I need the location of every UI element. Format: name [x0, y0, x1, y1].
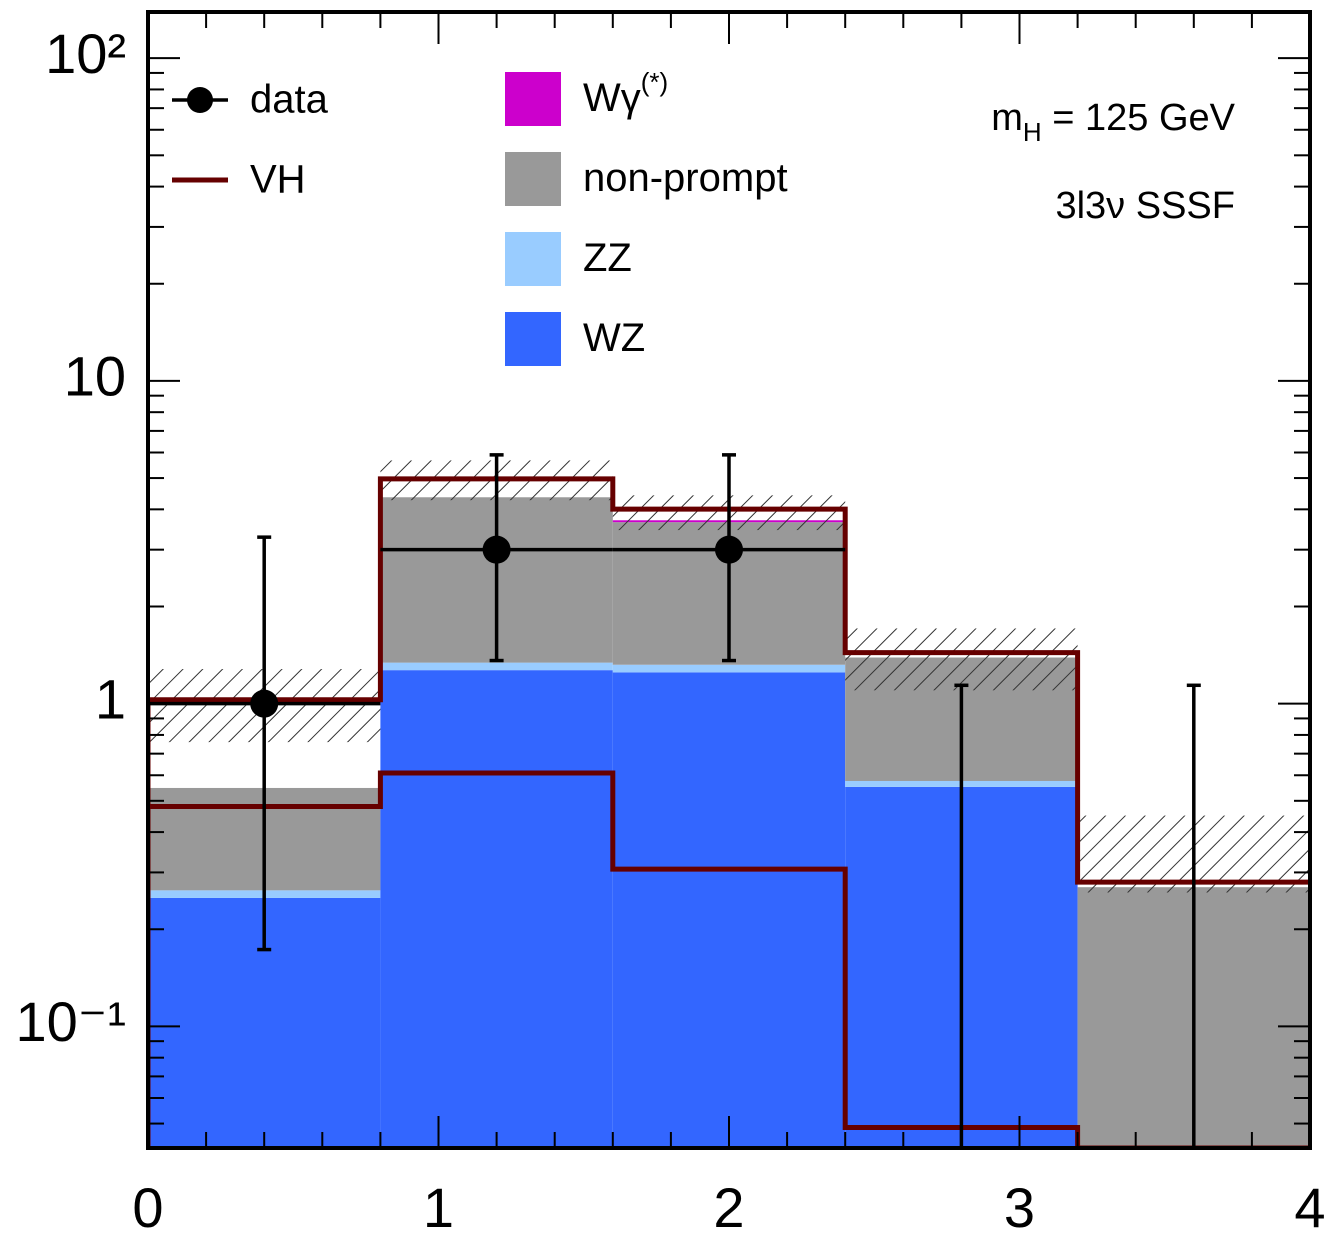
annotation-part: = 125 GeV — [1042, 97, 1236, 139]
y-tick-label: 1 — [95, 667, 126, 730]
y-tick-label: 10² — [45, 22, 126, 85]
legend-data-marker — [187, 87, 213, 113]
y-tick-label: 10 — [64, 345, 126, 408]
x-tick-label: 1 — [423, 1176, 454, 1239]
plot — [148, 453, 1310, 1148]
legend-label-sup: (*) — [641, 67, 668, 97]
annotation-part: 3l3ν SSSF — [1055, 185, 1235, 227]
annotation-part: m — [991, 97, 1023, 139]
legend-label-text: ZZ — [583, 236, 632, 280]
hist-segment — [612, 664, 846, 673]
uncertainty-band — [845, 628, 1078, 691]
legend-swatch — [505, 312, 561, 366]
data-point — [715, 535, 743, 564]
legend-label: ZZ — [583, 236, 632, 280]
x-tick-label: 2 — [713, 1176, 744, 1239]
legend-label: Wγ(*) — [583, 67, 668, 120]
legend-label: non-prompt — [583, 156, 788, 200]
x-tick-label: 3 — [1004, 1176, 1035, 1239]
x-tick-label: 0 — [132, 1176, 163, 1239]
legend-label-text: non-prompt — [583, 156, 788, 200]
y-tick-label: 10⁻¹ — [16, 990, 127, 1053]
x-tick-label: 4 — [1294, 1176, 1325, 1239]
legend-label: VH — [250, 158, 306, 202]
annotation-part: H — [1023, 117, 1042, 147]
hist-segment — [380, 670, 613, 1148]
annotation: mH = 125 GeV — [991, 97, 1235, 147]
legend-label-text: Wγ — [583, 76, 641, 120]
data-point — [250, 689, 279, 718]
data-point — [482, 535, 511, 564]
legend-swatch — [505, 72, 561, 126]
annotation: 3l3ν SSSF — [1055, 185, 1235, 227]
legend-swatch — [505, 152, 561, 206]
legend-swatch — [505, 232, 561, 286]
hist-segment — [380, 662, 613, 671]
hist-segment — [612, 672, 846, 1148]
signal-stacked-outline — [148, 476, 1310, 1148]
legend-label: data — [250, 78, 329, 122]
legend-label-text: WZ — [583, 316, 645, 360]
legend-label: WZ — [583, 316, 645, 360]
